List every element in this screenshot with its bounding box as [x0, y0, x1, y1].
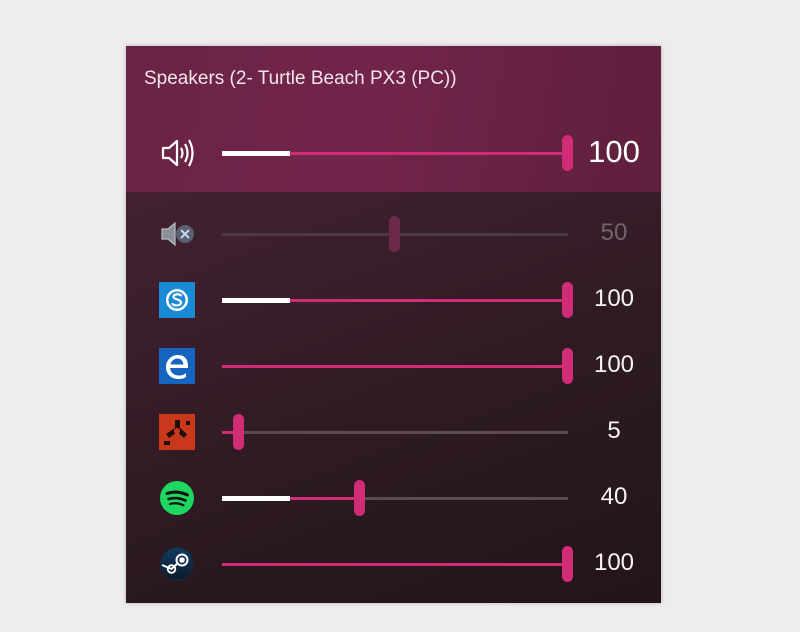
master-volume-value: 100 — [588, 134, 640, 169]
app-row-system-sounds: 50 — [126, 209, 661, 259]
slider-highlight — [222, 151, 290, 156]
device-header: Speakers (2- Turtle Beach PX3 (PC)) 100 — [126, 46, 661, 192]
rust-icon[interactable] — [159, 414, 195, 450]
app-volume-slider[interactable] — [222, 282, 573, 318]
app-volume-value: 5 — [607, 417, 621, 444]
edge-icon[interactable] — [159, 348, 195, 384]
steam-icon[interactable] — [159, 546, 195, 582]
app-volume-value: 40 — [600, 483, 628, 510]
slider-fill — [222, 431, 239, 434]
slider-thumb[interactable] — [562, 348, 573, 384]
app-volume-value: 100 — [593, 549, 635, 576]
spotify-icon[interactable] — [159, 480, 195, 516]
app-row-rust: 5 — [126, 407, 661, 457]
app-row-steam: 100 — [126, 539, 661, 589]
app-row-skype: 100 — [126, 275, 661, 325]
skype-icon[interactable] — [159, 282, 195, 318]
app-volume-slider[interactable] — [222, 480, 568, 516]
app-volume-value: 50 — [600, 219, 628, 246]
master-volume-slider[interactable] — [222, 135, 573, 171]
app-row-spotify: 40 — [126, 473, 661, 523]
app-volume-value: 100 — [593, 351, 635, 378]
slider-thumb[interactable] — [233, 414, 244, 450]
volume-mixer-panel: Speakers (2- Turtle Beach PX3 (PC)) 100 — [126, 46, 661, 603]
app-volume-slider[interactable] — [222, 216, 568, 252]
slider-highlight — [222, 496, 290, 501]
slider-fill — [222, 299, 568, 302]
slider-fill — [222, 497, 360, 500]
slider-thumb[interactable] — [562, 282, 573, 318]
slider-thumb[interactable] — [354, 480, 365, 516]
muted-speaker-icon[interactable] — [159, 216, 195, 252]
slider-thumb[interactable] — [562, 546, 573, 582]
app-volume-slider[interactable] — [222, 348, 573, 384]
slider-fill — [222, 233, 395, 236]
app-volume-slider[interactable] — [222, 414, 568, 450]
app-row-edge: 100 — [126, 341, 661, 391]
slider-thumb[interactable] — [389, 216, 400, 252]
app-volume-slider[interactable] — [222, 546, 573, 582]
device-title: Speakers (2- Turtle Beach PX3 (PC)) — [144, 68, 457, 89]
app-volume-value: 100 — [593, 285, 635, 312]
speaker-volume-icon[interactable] — [159, 135, 195, 171]
slider-highlight — [222, 298, 290, 303]
master-volume-row: 100 — [126, 128, 661, 178]
slider-fill — [222, 365, 568, 368]
slider-fill — [222, 563, 568, 566]
slider-fill — [222, 152, 568, 155]
slider-thumb[interactable] — [562, 135, 573, 171]
